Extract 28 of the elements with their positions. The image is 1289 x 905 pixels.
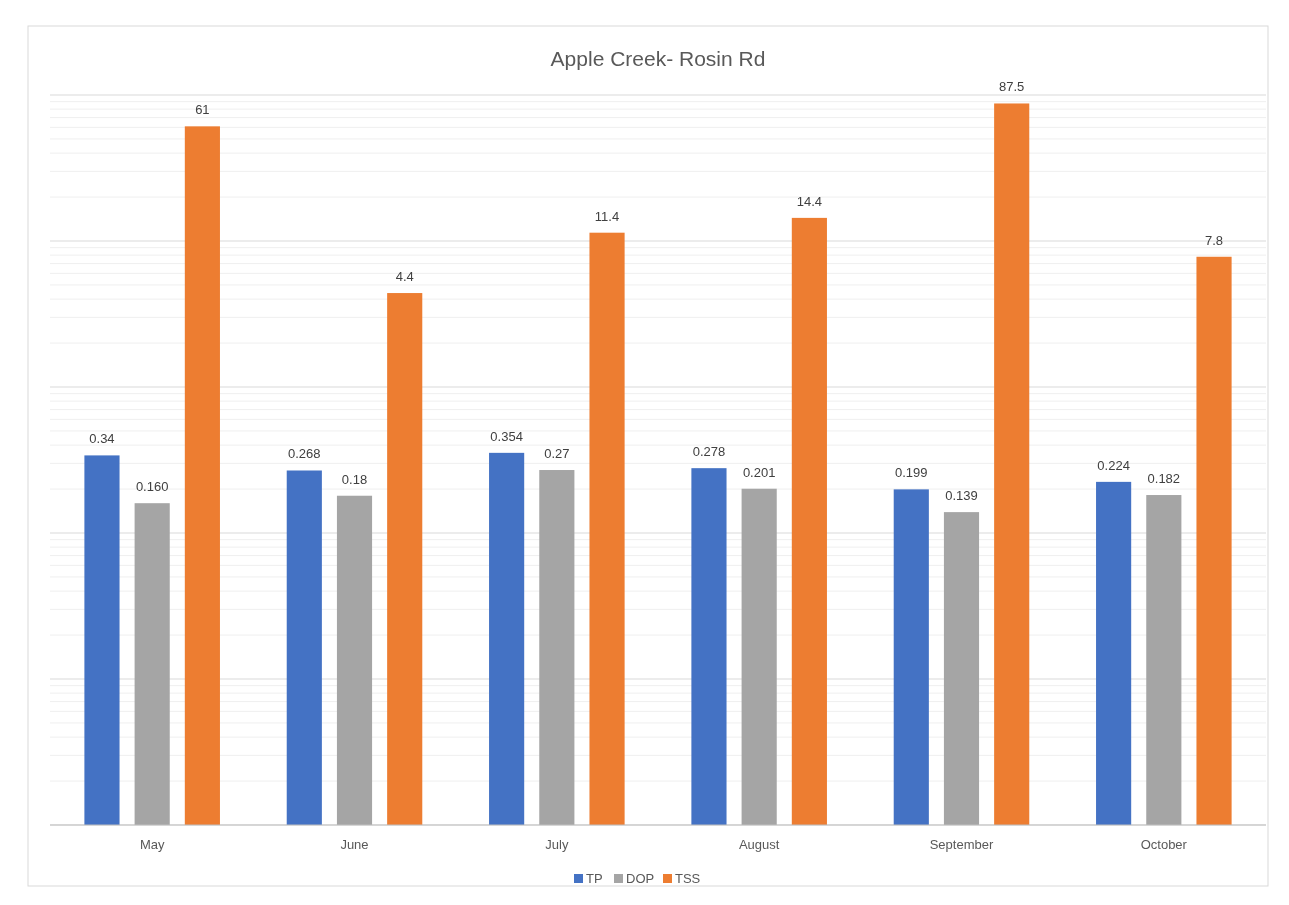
chart-title: Apple Creek- Rosin Rd	[550, 47, 766, 70]
x-tick-label: October	[1140, 837, 1188, 852]
data-label: 4.4	[395, 269, 414, 285]
data-label: 7.8	[1204, 232, 1224, 248]
data-label: 0.224	[1097, 457, 1130, 473]
data-label: 0.139	[945, 488, 978, 504]
data-label: 0.27	[544, 446, 570, 462]
data-label: 0.354	[490, 428, 523, 444]
x-tick-label: June	[340, 837, 369, 852]
data-label: 11.4	[594, 208, 620, 224]
data-label: 87.5	[999, 79, 1025, 95]
data-label: 0.182	[1147, 471, 1181, 487]
data-label: 14.4	[796, 193, 823, 209]
data-label: 0.278	[692, 444, 726, 460]
data-label: 0.199	[895, 465, 928, 481]
x-tick-label: September	[929, 837, 994, 852]
data-label: 61	[195, 102, 210, 118]
data-label: 0.160	[135, 479, 169, 495]
legend-label: TSS	[675, 871, 701, 886]
x-tick-label: August	[738, 837, 780, 852]
data-label: 0.34	[89, 431, 115, 447]
legend-label: TP	[586, 871, 603, 886]
data-label: 0.18	[341, 471, 368, 487]
data-label: 0.201	[742, 464, 776, 480]
x-tick-label: May	[139, 837, 165, 852]
x-tick-label: July	[545, 837, 569, 852]
data-label: 0.268	[288, 446, 321, 462]
legend-label: DOP	[626, 871, 655, 886]
